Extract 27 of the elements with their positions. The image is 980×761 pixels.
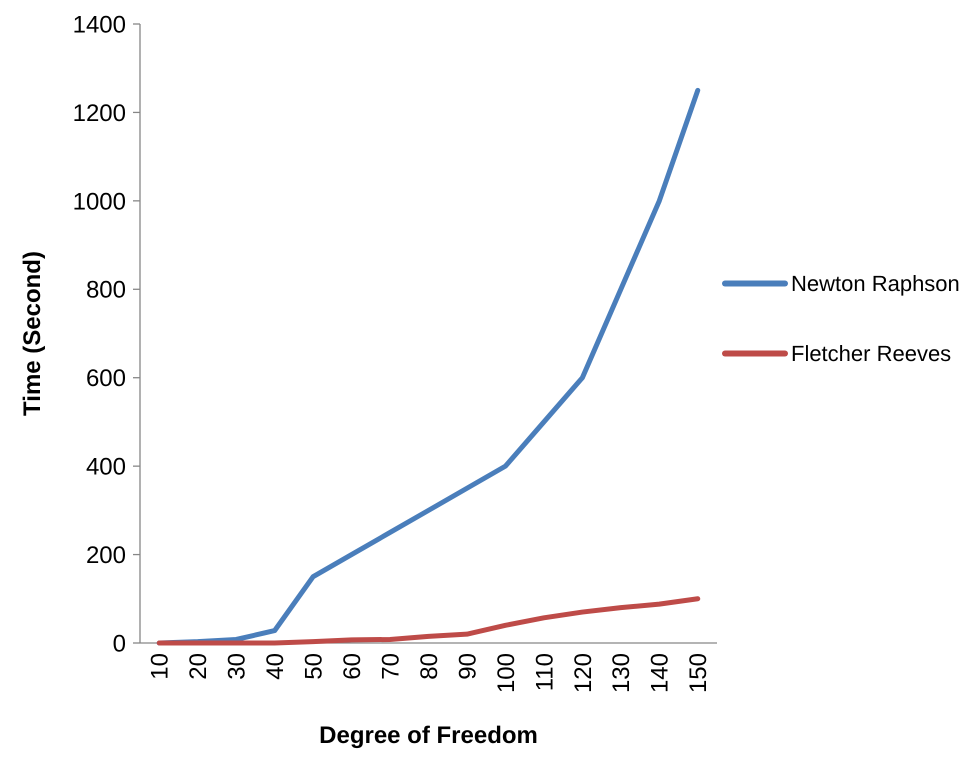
y-axis-title: Time (Second): [19, 251, 46, 416]
legend-label: Newton Raphson: [791, 271, 960, 296]
x-tick-label: 60: [338, 653, 366, 680]
x-tick-label: 100: [492, 653, 520, 694]
x-tick-label: 90: [454, 653, 482, 680]
x-tick-label: 110: [531, 653, 558, 692]
x-tick-label: 20: [185, 653, 212, 680]
y-tick-label: 600: [86, 365, 126, 392]
x-tick-label: 40: [262, 653, 290, 680]
y-tick-label: 800: [86, 276, 126, 304]
x-tick-label: 120: [570, 653, 597, 694]
x-tick-label: 150: [685, 653, 712, 694]
x-tick-label: 80: [416, 653, 443, 680]
x-tick-label: 50: [300, 653, 328, 680]
y-tick-label: 200: [86, 542, 126, 569]
y-tick-label: 1200: [72, 100, 126, 127]
x-tick-label: 130: [608, 653, 636, 694]
y-tick-label: 400: [86, 454, 126, 481]
y-tick-label: 1400: [72, 11, 126, 38]
legend-label: Fletcher Reeves: [791, 341, 952, 366]
x-tick-label: 70: [377, 653, 404, 680]
x-tick-label: 30: [224, 653, 251, 680]
x-axis-title: Degree of Freedom: [319, 722, 538, 749]
x-tick-label: 140: [646, 653, 674, 694]
y-tick-label: 1000: [72, 188, 126, 216]
x-tick-label: 10: [146, 653, 174, 680]
y-tick-label: 0: [112, 630, 126, 658]
